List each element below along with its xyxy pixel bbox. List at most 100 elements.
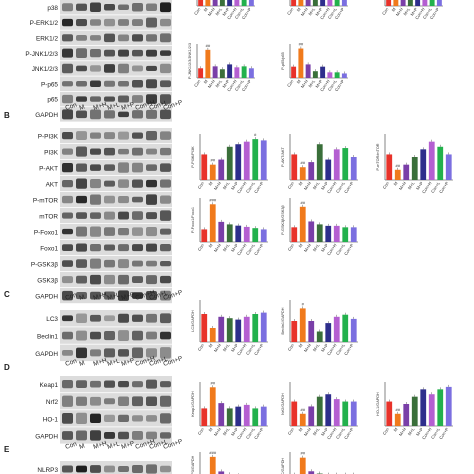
lane-label: M	[78, 104, 85, 112]
blot-band	[90, 164, 101, 171]
lane-label: M+L	[106, 357, 121, 368]
blot-band	[132, 110, 143, 119]
y-axis-label: LC3/GAPDH	[191, 310, 195, 332]
blot-row-label: P-JNK1/2/3	[25, 51, 58, 58]
blot-band	[118, 196, 129, 204]
panel-letter: C	[4, 290, 10, 299]
blot-band	[76, 226, 87, 237]
blot-band	[76, 195, 87, 204]
blot-strip	[60, 76, 172, 91]
bar	[201, 314, 208, 342]
bar	[252, 139, 259, 180]
tick-label: Con+H	[326, 343, 338, 357]
significance-label: ##	[211, 380, 216, 385]
tick-label: Con+L	[430, 426, 442, 440]
blot-band	[146, 227, 157, 237]
blot-band	[160, 331, 171, 340]
panel-letter: B	[4, 111, 10, 120]
tick-label: Con+H	[226, 7, 238, 21]
tick-label: M+P	[415, 181, 424, 191]
blot-band	[146, 275, 157, 285]
tick-label: M	[203, 6, 209, 12]
blot-strip	[60, 344, 172, 362]
tick-label: M	[207, 426, 213, 432]
blot-band	[62, 380, 73, 389]
tick-label: M+L	[312, 426, 321, 436]
blot-band	[160, 2, 171, 13]
bar	[227, 64, 233, 78]
blot-band	[62, 131, 73, 140]
tick-label: Con+L	[245, 426, 257, 440]
blot-strip	[60, 107, 172, 122]
y-axis-label: P-Foxo1/Foxo1	[191, 207, 195, 233]
lane-label: M+H	[92, 357, 108, 368]
blot-band	[160, 33, 171, 43]
blot-band	[160, 381, 171, 388]
y-axis-label: Nrf2/GAPDH	[281, 393, 285, 415]
bar-chart-beclin1-gapdh: Beclin1/GAPDH Con # M M+H M+L M+PCon+HCon+LCon…	[281, 300, 358, 356]
blot-band	[132, 162, 143, 173]
tick-label: M	[207, 342, 213, 348]
blot-band	[76, 465, 87, 473]
blot-band	[118, 179, 129, 188]
blot-band	[62, 244, 73, 251]
blot-band	[90, 19, 101, 26]
blot-band	[90, 258, 101, 269]
bar	[212, 66, 218, 78]
blot-band	[76, 81, 87, 87]
y-axis-label: HO-1/GAPDH	[376, 392, 380, 416]
tick-label: M+H	[213, 243, 222, 253]
bar	[325, 225, 332, 242]
blot-band	[160, 179, 171, 188]
blot-strip	[60, 288, 172, 304]
blot-row-label: Nrf2	[46, 399, 59, 406]
blot-band	[146, 79, 157, 89]
blot-strip	[60, 224, 172, 240]
blot-band	[62, 48, 73, 58]
tick-label: Con+H	[236, 243, 248, 257]
bar	[209, 328, 216, 342]
bar	[298, 0, 304, 6]
blot-strip	[60, 376, 172, 393]
blot-band	[160, 50, 171, 56]
lane-label: M	[78, 360, 85, 368]
bar	[248, 0, 254, 6]
tick-label: Con	[286, 78, 295, 88]
tick-label: M+P	[320, 343, 329, 353]
y-axis-label: P-PI3K/PI3K	[191, 146, 195, 168]
bar	[198, 0, 204, 6]
bar	[299, 167, 306, 180]
tick-label: Con+L	[245, 242, 257, 256]
blot-band	[132, 3, 143, 12]
bar	[198, 68, 204, 78]
blot-band	[118, 49, 129, 57]
tick-label: M+L	[312, 342, 321, 352]
tick-label: M	[207, 242, 213, 248]
significance-label: ##	[396, 163, 401, 168]
tick-label: M+L	[312, 180, 321, 190]
blot-band	[160, 210, 171, 221]
bar	[219, 0, 225, 6]
tick-label: Con+H	[319, 7, 331, 21]
tick-label: M+H	[395, 7, 404, 17]
bar	[235, 406, 242, 426]
blot-band	[132, 34, 143, 42]
blot-row-label: HO-1	[43, 416, 59, 423]
blot-band	[104, 3, 115, 11]
bar	[350, 157, 357, 180]
bar	[312, 71, 318, 78]
blot-band	[76, 34, 87, 41]
tick-label: M+H	[207, 79, 216, 89]
blot-band	[132, 330, 143, 341]
blot-row-label: NLRP3	[37, 467, 58, 474]
tick-label: M+H	[303, 343, 312, 353]
blot-band	[90, 465, 101, 473]
bar	[407, 0, 413, 6]
bar	[411, 396, 418, 426]
tick-label: Con+L	[234, 78, 246, 92]
blot-band	[160, 313, 171, 324]
blot-band	[104, 80, 115, 87]
bar	[205, 0, 211, 6]
